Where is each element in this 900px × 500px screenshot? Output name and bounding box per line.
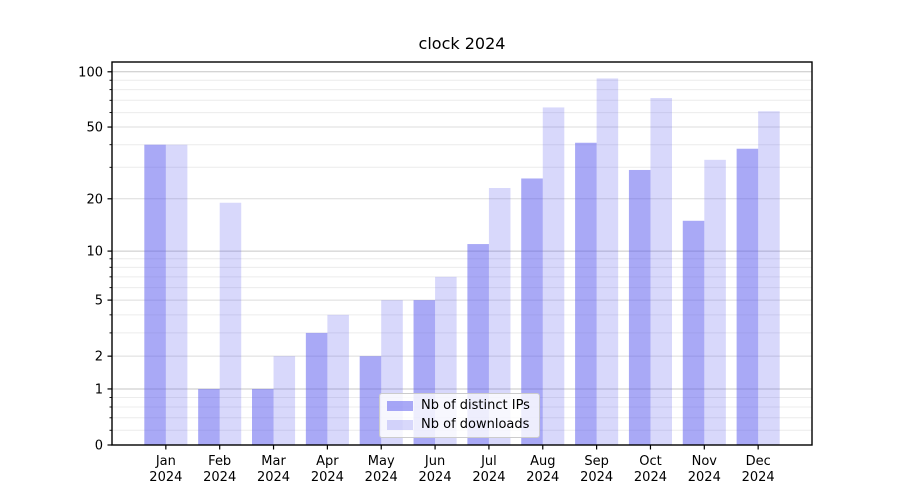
x-tick-label-month-mar: Mar <box>261 454 286 469</box>
legend-label-distinct-ips: Nb of distinct IPs <box>421 398 530 413</box>
x-tick-label-year-may: 2024 <box>365 470 398 485</box>
bar-jan-downloads <box>165 144 188 445</box>
bar-mar-downloads <box>273 356 296 445</box>
x-tick-label-month-feb: Feb <box>208 454 231 469</box>
bar-feb-downloads <box>219 202 242 445</box>
x-tick-label-year-oct: 2024 <box>634 470 667 485</box>
bar-sep-downloads <box>596 78 619 445</box>
x-tick-label-year-apr: 2024 <box>311 470 344 485</box>
x-tick-label-year-nov: 2024 <box>688 470 721 485</box>
bar-oct-downloads <box>650 98 672 445</box>
x-tick-label-month-aug: Aug <box>530 454 555 469</box>
bar-dec-downloads <box>758 111 780 446</box>
bar-aug-downloads <box>542 107 565 445</box>
y-tick-label-0: 0 <box>95 439 103 454</box>
x-tick-label-month-may: May <box>368 454 395 469</box>
x-tick-label-year-jun: 2024 <box>419 470 452 485</box>
bar-jul-downloads <box>488 188 511 445</box>
x-tick-label-year-jan: 2024 <box>149 470 182 485</box>
bar-aug-distinct-ips <box>521 178 543 446</box>
bar-jan-distinct-ips <box>144 144 166 445</box>
x-tick-label-year-aug: 2024 <box>526 470 559 485</box>
bar-nov-downloads <box>704 159 726 445</box>
bar-oct-distinct-ips <box>628 169 651 446</box>
y-tick-label-100: 100 <box>78 65 103 80</box>
chart-title: clock 2024 <box>418 34 506 53</box>
bar-apr-downloads <box>327 314 349 445</box>
y-tick-label-20: 20 <box>86 192 103 207</box>
y-tick-label-10: 10 <box>86 245 103 260</box>
bar-may-distinct-ips <box>359 356 382 445</box>
axis-frame <box>111 61 813 446</box>
legend-label-downloads: Nb of downloads <box>421 417 530 432</box>
x-tick-label-year-feb: 2024 <box>203 470 236 485</box>
bar-feb-distinct-ips <box>198 388 220 445</box>
legend: Nb of distinct IPs Nb of downloads <box>379 393 540 438</box>
x-tick-label-month-jun: Jun <box>424 454 445 469</box>
legend-swatch-downloads <box>387 420 413 430</box>
bar-nov-distinct-ips <box>682 220 705 445</box>
y-tick-label-5: 5 <box>95 294 103 309</box>
y-tick-label-50: 50 <box>86 121 103 136</box>
x-tick-label-month-jan: Jan <box>155 454 176 469</box>
y-tick-label-1: 1 <box>95 382 103 397</box>
bar-dec-distinct-ips <box>736 148 759 446</box>
x-tick-label-month-jul: Jul <box>480 454 497 469</box>
legend-item-distinct-ips: Nb of distinct IPs <box>387 398 530 414</box>
legend-swatch-distinct-ips <box>387 401 413 411</box>
bar-mar-distinct-ips <box>252 388 274 445</box>
x-tick-label-year-jul: 2024 <box>472 470 505 485</box>
x-tick-label-year-mar: 2024 <box>257 470 290 485</box>
bar-sep-distinct-ips <box>575 142 597 446</box>
y-tick-label-2: 2 <box>95 350 103 365</box>
x-tick-label-year-sep: 2024 <box>580 470 613 485</box>
bar-apr-distinct-ips <box>305 332 328 445</box>
x-tick-label-month-sep: Sep <box>584 454 609 469</box>
x-tick-label-month-nov: Nov <box>692 454 718 469</box>
x-tick-label-month-oct: Oct <box>639 454 661 469</box>
x-tick-label-year-dec: 2024 <box>742 470 775 485</box>
legend-item-downloads: Nb of downloads <box>387 417 530 433</box>
x-tick-label-month-apr: Apr <box>316 454 339 469</box>
x-tick-label-month-dec: Dec <box>746 454 771 469</box>
